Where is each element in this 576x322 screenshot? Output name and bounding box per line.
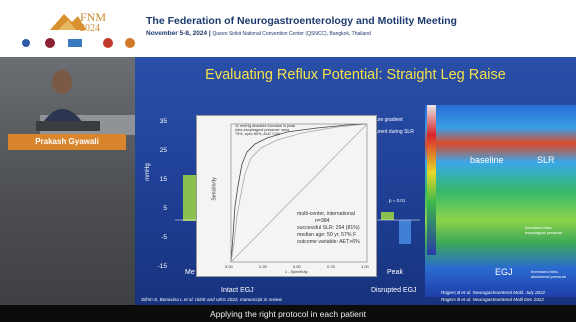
citation: Sifrim S, Bonavina L et al. ISDE and UEG… [141, 297, 282, 302]
citation: Rogers B et al. Neurogastroenterol Motil… [441, 297, 544, 302]
header-title: The Federation of Neurogastroenterology … [146, 15, 457, 27]
header-venue: Queen Sirikit National Convention Center… [213, 31, 371, 37]
roc-note: median age: 50 yr, 57% F [297, 232, 356, 238]
roc-x-tick: 0.75 [327, 264, 335, 269]
roc-note: multi-center, international [297, 211, 355, 217]
roc-y-label: Sensitivity [212, 177, 218, 200]
group-label: Disrupted EGJ [371, 287, 417, 294]
legend-fragment: ure gradient [376, 117, 403, 123]
group-label: Intact EGJ [221, 287, 254, 294]
page: {"header": {"logo_text": "FNM", "logo_ye… [0, 0, 576, 322]
colorbar [427, 105, 439, 255]
roc-note: outcome variable: AET>6% [297, 239, 360, 245]
citation: Rogers B et al. Neurogastroenterol Motil… [441, 290, 545, 295]
speaker-figure [0, 57, 135, 305]
logo-year: 2024 [80, 23, 100, 34]
category-label: Me [185, 269, 195, 276]
caption: Applying the right protocol in each pati… [0, 309, 576, 319]
heatmap-label: baseline [470, 155, 504, 165]
roc-x-tick: 0.50 [293, 264, 301, 269]
roc-x-tick: 0.25 [259, 264, 267, 269]
roc-plot [197, 116, 376, 276]
legend-fragment: urent during SLR [376, 129, 414, 135]
speaker-video [0, 57, 135, 305]
roc-note: n=384 [315, 218, 330, 224]
heatmap-label: EGJ [495, 267, 513, 277]
heatmap-note: Increased intra-esophageal pressure [525, 225, 570, 235]
header-date: November 5-8, 2024 [146, 30, 207, 37]
roc-note: successful SLR: 294 (81%) [297, 225, 360, 231]
category-label: Peak [387, 269, 403, 276]
roc-x-label: 1 - Specificity [285, 270, 308, 274]
slide: Evaluating Reflux Potential: Straight Le… [135, 57, 576, 305]
p-value: p = 0.01 [389, 198, 405, 203]
header-subtitle: November 5-8, 2024 | Queen Sirikit Natio… [146, 30, 371, 37]
heatmap-note: Increased intra-abdominal pressure [531, 269, 571, 279]
speaker-name: Prakash Gyawali [8, 134, 126, 150]
roc-x-tick: 0.00 [225, 264, 233, 269]
partner-logos [20, 36, 140, 50]
roc-annotation: 11 mmHg absolute increase in peak intra-… [235, 124, 297, 136]
roc-inset: 11 mmHg absolute increase in peak intra-… [196, 115, 377, 277]
roc-x-tick: 1.00 [361, 264, 369, 269]
heatmap-label: SLR [537, 155, 555, 165]
